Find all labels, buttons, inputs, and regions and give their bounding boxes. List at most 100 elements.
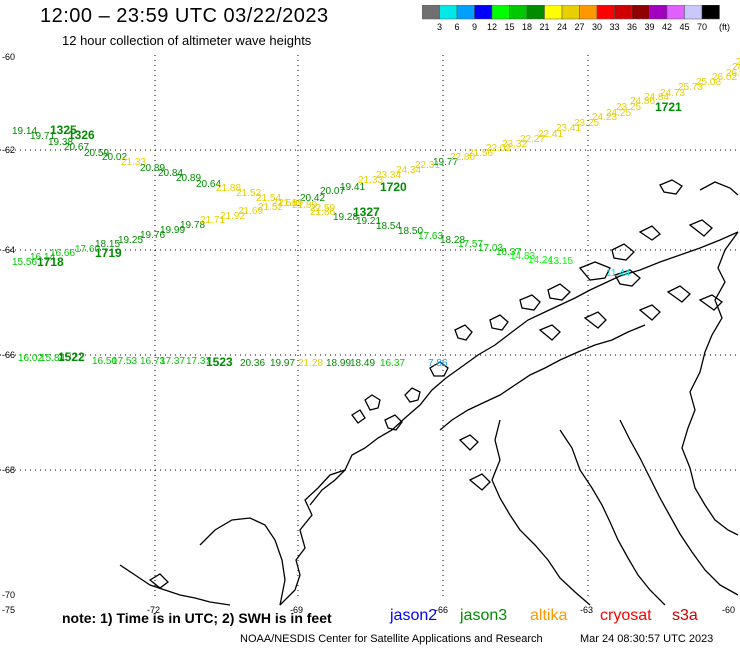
axis-labels: -75 -72 -69 -66 -63 -60 -60 -62 -64 -66 … bbox=[2, 52, 735, 615]
wave-height-label: 22.80 bbox=[450, 152, 475, 163]
colorbar-label: 42 bbox=[662, 22, 672, 32]
wave-height-label: 16.37 bbox=[496, 247, 521, 258]
colorbar-label: 15 bbox=[504, 22, 514, 32]
colorbar-label: 9 bbox=[472, 22, 477, 32]
wave-height-label: 17.53 bbox=[112, 356, 137, 367]
wave-height-label: 15.56 bbox=[12, 257, 37, 268]
wave-height-label: 25.08 bbox=[696, 77, 721, 88]
wave-height-label: 14.24 bbox=[528, 255, 553, 266]
wave-height-label: 22.02 bbox=[486, 143, 511, 154]
wave-height-label: 20.89 bbox=[176, 173, 201, 184]
wave-height-label: 21.28 bbox=[298, 358, 323, 369]
wave-height-label: 26.02 bbox=[712, 72, 737, 83]
wave-height-label: 19.21 bbox=[356, 216, 381, 227]
wave-height-label: 21.52 bbox=[258, 202, 283, 213]
colorbar-label: 30 bbox=[592, 22, 602, 32]
wave-height-label: 24.26 bbox=[736, 57, 740, 68]
pass-time-label: 1721 bbox=[655, 100, 682, 114]
wave-height-label: 24.86 bbox=[630, 96, 655, 107]
lon-label: -66 bbox=[435, 605, 448, 615]
colorbar-label: 36 bbox=[627, 22, 637, 32]
wave-height-label: 21.92 bbox=[220, 211, 245, 222]
lon-label: -75 bbox=[2, 605, 15, 615]
colorbar-label: 45 bbox=[679, 22, 689, 32]
colorbar-label: 12 bbox=[487, 22, 497, 32]
mission-cryosat: cryosat bbox=[600, 607, 652, 624]
pass-time-label: 1522 bbox=[58, 350, 85, 364]
wave-height-label: 16.02 bbox=[18, 353, 43, 364]
wave-height-label: 19.78 bbox=[180, 220, 205, 231]
colorbar-label: 18 bbox=[522, 22, 532, 32]
wave-height-label: 24.23 bbox=[592, 112, 617, 123]
wave-height-label: 14.83 bbox=[510, 251, 535, 262]
colorbar-label: 3 bbox=[437, 22, 442, 32]
colorbar-label: 27 bbox=[574, 22, 584, 32]
wave-height-label: 22.41 bbox=[538, 129, 563, 140]
wave-height-label: 21.33 bbox=[121, 157, 146, 168]
map-subtitle: 12 hour collection of altimeter wave hei… bbox=[62, 33, 312, 48]
wave-height-label: 21.89 bbox=[278, 198, 303, 209]
wave-height-label: 18.28 bbox=[440, 235, 465, 246]
wave-height-label: 19.41 bbox=[340, 182, 365, 193]
wave-height-label: 24.07 bbox=[732, 62, 740, 73]
wave-height-label: 24.84 bbox=[644, 92, 669, 103]
wave-height-label: 17.60 bbox=[75, 244, 100, 255]
wave-height-label: 23.34 bbox=[376, 170, 401, 181]
wave-height-label: 20.07 bbox=[320, 186, 345, 197]
wave-height-label: 19.76 bbox=[140, 230, 165, 241]
color-scale-legend: 3 6 9 12 15 18 21 24 27 30 33 36 39 42 45 70 (ft) bbox=[422, 5, 730, 32]
wave-height-label: 16.37 bbox=[380, 358, 405, 369]
wave-height-label: 16.14 bbox=[30, 252, 55, 263]
wave-height-label: 21.54 bbox=[256, 193, 281, 204]
wave-height-label: 21.88 bbox=[216, 183, 241, 194]
colorbar-label: 39 bbox=[644, 22, 654, 32]
wave-height-label: 18.50 bbox=[398, 226, 423, 237]
wave-height-label: 20.64 bbox=[196, 179, 221, 190]
lat-label: -60 bbox=[2, 52, 15, 62]
wave-height-label: 23.25 bbox=[616, 102, 641, 113]
wave-height-label: 20.84 bbox=[158, 168, 183, 179]
wave-height-label: 19.38 bbox=[48, 137, 73, 148]
wave-height-label: 25.73 bbox=[678, 82, 703, 93]
wave-height-label: 17.63 bbox=[418, 231, 443, 242]
mission-jason2: jason2 bbox=[390, 607, 438, 624]
wave-height-label: 23.32 bbox=[502, 139, 527, 150]
lon-label: -63 bbox=[580, 605, 593, 615]
wave-height-label: 22.27 bbox=[520, 134, 545, 145]
wave-height-label: 11.44 bbox=[606, 268, 631, 279]
wave-height-label: 17.03 bbox=[478, 243, 503, 254]
wave-height-label: 17.57 bbox=[458, 239, 483, 250]
colorbar-swatch bbox=[701, 5, 720, 20]
wave-height-label: 19.71 bbox=[30, 131, 55, 142]
wave-height-label: 21.86 bbox=[310, 207, 335, 218]
wave-height-label: 21.56 bbox=[468, 148, 493, 159]
wave-height-label: 21.33 bbox=[358, 175, 383, 186]
wave-height-label: 19.14 bbox=[12, 126, 37, 137]
lon-label: -69 bbox=[290, 605, 303, 615]
wave-height-label: 17.37 bbox=[160, 356, 185, 367]
colorbar-label: 24 bbox=[557, 22, 567, 32]
wave-height-label: 15.84 bbox=[40, 353, 65, 364]
colorbar-label: 70 bbox=[697, 22, 707, 32]
lat-label: -70 bbox=[2, 590, 15, 600]
wave-height-label: 21.69 bbox=[238, 206, 263, 217]
wave-height-label: 18.15 bbox=[95, 239, 120, 250]
wave-height-label: 22.31 bbox=[415, 160, 440, 171]
wave-height-label: 20.89 bbox=[140, 163, 165, 174]
pass-time-label: 1720 bbox=[380, 180, 407, 194]
wave-height-label: 21.71 bbox=[200, 215, 225, 226]
footer-note: note: 1) Time is in UTC; 2) SWH is in fe… bbox=[62, 610, 332, 626]
wave-height-label: 19.25 bbox=[118, 235, 143, 246]
pass-time-label: 1719 bbox=[95, 246, 122, 260]
wave-height-label: 7.86 bbox=[428, 358, 448, 369]
mission-jason3: jason3 bbox=[460, 607, 508, 624]
wave-height-label: 20.67 bbox=[64, 142, 89, 153]
wave-height-label: 19.77 bbox=[433, 157, 458, 168]
lon-label: -72 bbox=[147, 605, 160, 615]
wave-height-label: 23.41 bbox=[556, 123, 581, 134]
wave-height-label: 24.34 bbox=[396, 165, 421, 176]
pass-time-label: 1523 bbox=[206, 355, 233, 369]
wave-height-label: 13.15 bbox=[548, 256, 573, 267]
pass-time-label: 1718 bbox=[37, 255, 64, 269]
coastline-shapes bbox=[119, 179, 739, 606]
